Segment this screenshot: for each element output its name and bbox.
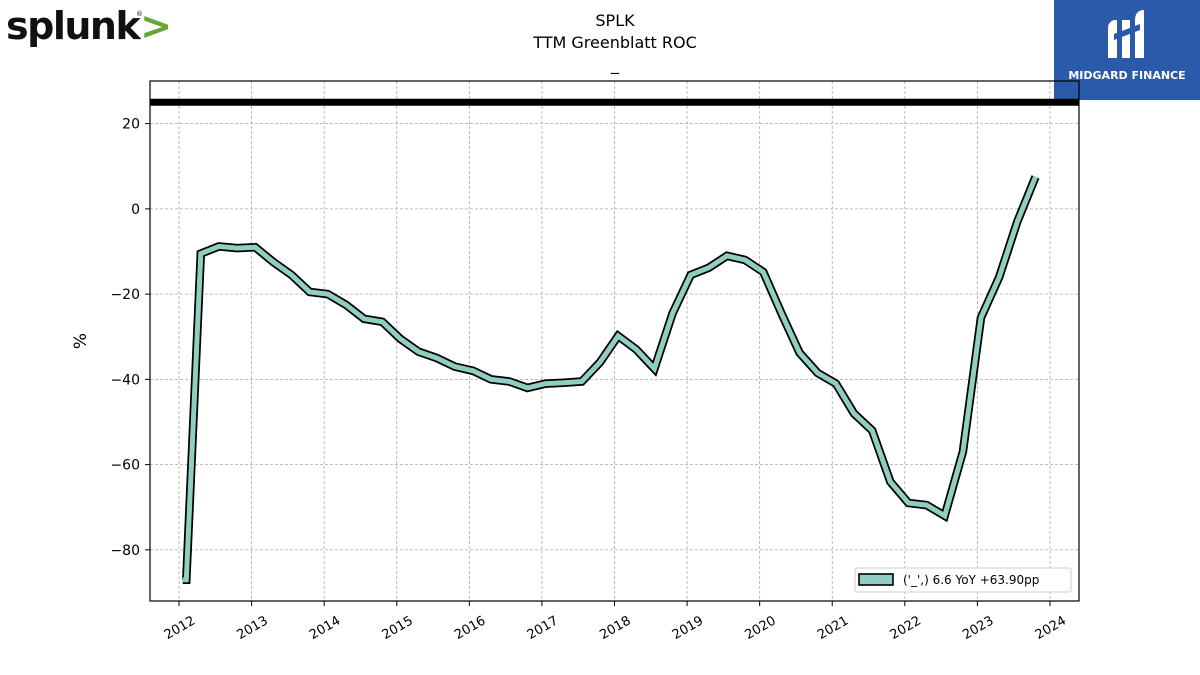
chart-subtitle: TTM Greenblatt ROC bbox=[532, 33, 697, 52]
y-tick-label: −20 bbox=[110, 287, 140, 303]
x-tick-label: 2013 bbox=[234, 613, 270, 643]
y-tick-label: −80 bbox=[110, 543, 140, 559]
x-tick-label: 2024 bbox=[1033, 613, 1069, 643]
x-tick-label: 2012 bbox=[162, 613, 198, 643]
series-line bbox=[182, 175, 1038, 583]
registered-mark: ® bbox=[136, 10, 143, 18]
y-tick-label: −40 bbox=[110, 372, 140, 388]
x-tick-label: 2020 bbox=[742, 613, 778, 643]
series-layer bbox=[182, 175, 1040, 584]
x-tick-label: 2017 bbox=[525, 613, 561, 643]
legend-box bbox=[854, 567, 1072, 593]
y-tick-label: 20 bbox=[122, 117, 140, 133]
legend-label: ('_',) 6.6 YoY +63.90pp bbox=[903, 573, 1039, 587]
x-tick-label: 2014 bbox=[307, 613, 343, 643]
x-tick-label: 2022 bbox=[888, 613, 924, 643]
y-axis-label: % bbox=[71, 333, 91, 349]
legend-swatch bbox=[858, 573, 894, 586]
splunk-logo-text: splunk bbox=[6, 4, 141, 48]
x-tick-label: 2021 bbox=[815, 613, 851, 643]
chart-title: SPLK bbox=[595, 11, 635, 30]
x-tick-label: 2016 bbox=[452, 613, 488, 643]
x-tick-label: 2019 bbox=[670, 613, 706, 643]
chevron-right-icon: > bbox=[140, 4, 172, 48]
legend: ('_',) 6.6 YoY +63.90pp bbox=[854, 567, 1072, 593]
y-axis-ticks: 20 0 −20 −40 −60 −80 bbox=[110, 117, 150, 559]
midgard-finance-label: MIDGARD FINANCE bbox=[1068, 69, 1186, 82]
x-tick-label: 2023 bbox=[960, 613, 996, 643]
series-line-outline bbox=[182, 175, 1040, 584]
x-tick-label: 2018 bbox=[597, 613, 633, 643]
midgard-emblem-icon bbox=[1108, 10, 1144, 58]
y-tick-label: 0 bbox=[131, 202, 140, 218]
chart-subtitle-underscore: _ bbox=[610, 55, 620, 75]
splunk-logo: splunk> ® bbox=[6, 4, 172, 48]
y-tick-label: −60 bbox=[110, 458, 140, 474]
x-tick-label: 2015 bbox=[380, 613, 416, 643]
x-axis-ticks: 2012 2013 2014 2015 2016 2017 2018 2019 2020 2021… bbox=[162, 601, 1069, 643]
midgard-finance-logo: MIDGARD FINANCE bbox=[1054, 0, 1200, 100]
